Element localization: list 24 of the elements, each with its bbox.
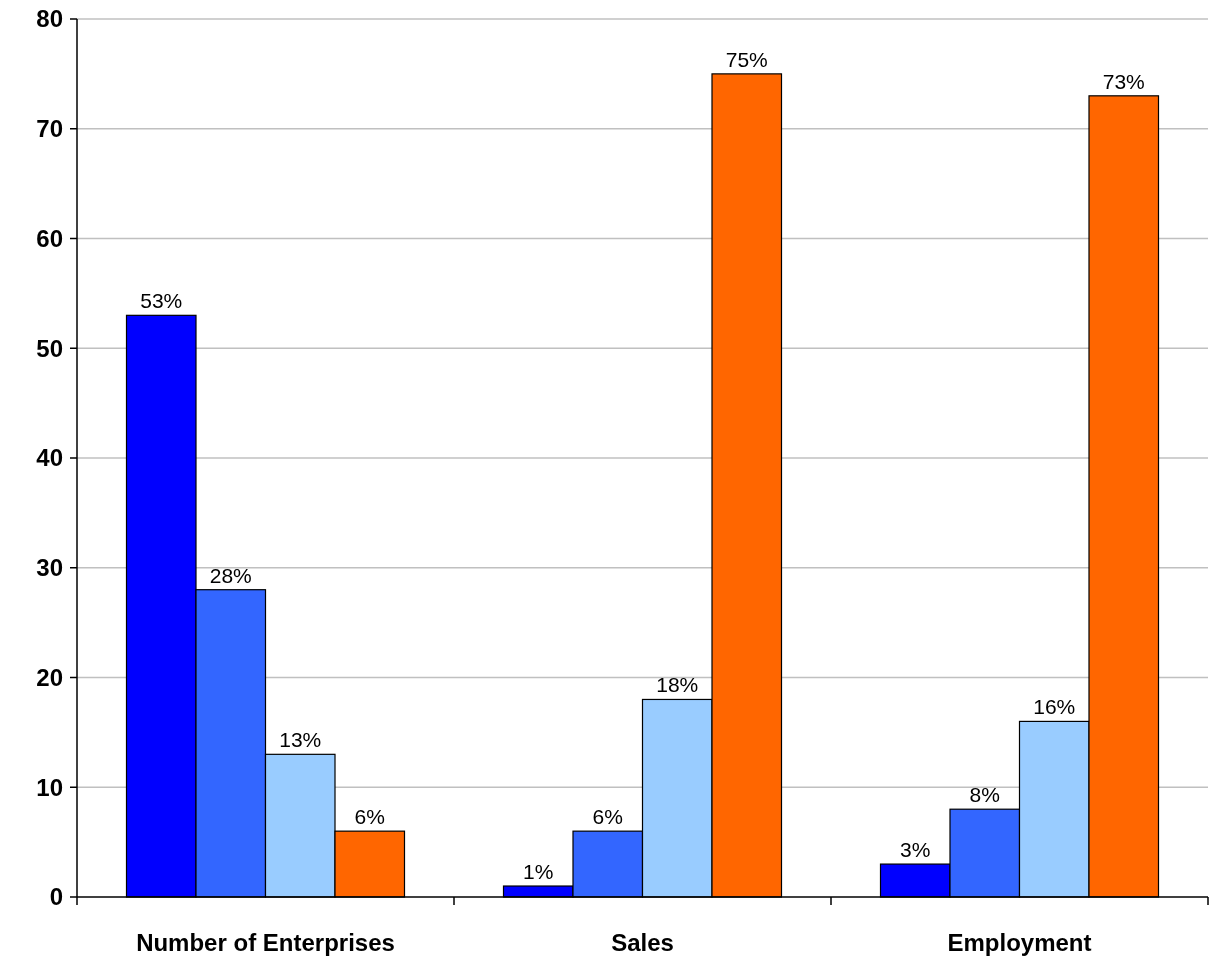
data-label: 3% — [900, 838, 931, 862]
data-label: 73% — [1102, 69, 1145, 93]
data-label: 75% — [725, 47, 768, 71]
y-tick-label: 10 — [36, 773, 63, 801]
data-label: 13% — [279, 728, 322, 752]
x-tick-label: Sales — [611, 929, 674, 956]
y-tick-label: 30 — [36, 554, 63, 582]
y-tick-label: 80 — [36, 5, 63, 33]
data-label: 6% — [592, 805, 623, 829]
data-label: 16% — [1033, 695, 1076, 719]
y-tick-label: 60 — [36, 224, 63, 252]
data-label: 28% — [209, 563, 252, 587]
y-tick-label: 50 — [36, 334, 63, 362]
y-tick-label: 40 — [36, 444, 63, 472]
data-label: 8% — [969, 783, 1000, 807]
data-label: 6% — [354, 805, 385, 829]
y-tick-label: 70 — [36, 115, 63, 143]
y-tick-label: 0 — [49, 883, 63, 911]
data-label: 1% — [523, 860, 554, 884]
y-tick-label: 20 — [36, 663, 63, 691]
data-label: 53% — [140, 289, 183, 313]
x-tick-label: Employment — [947, 929, 1092, 956]
x-tick-label: Number of Enterprises — [136, 929, 395, 956]
data-label: 18% — [656, 673, 699, 697]
